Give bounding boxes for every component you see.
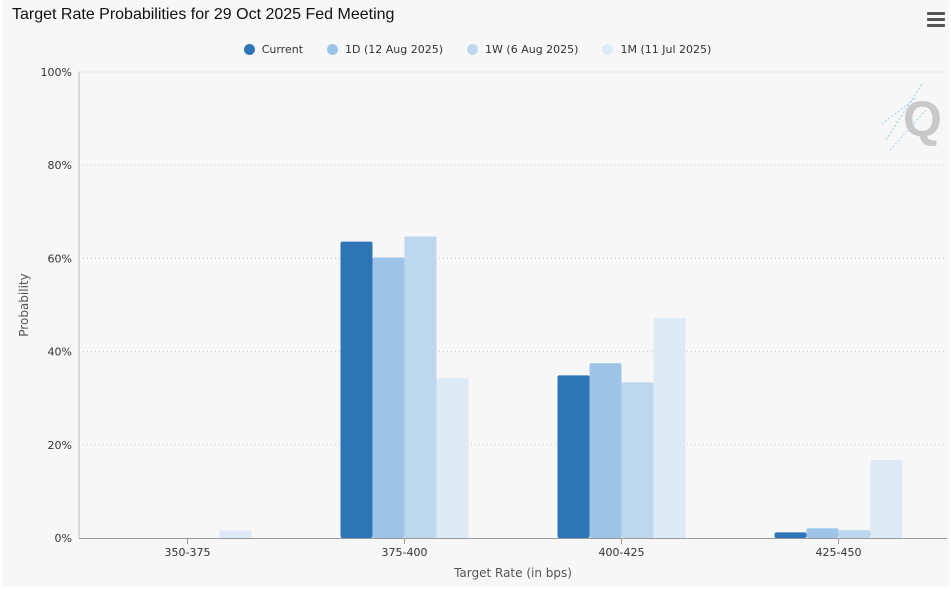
x-tick-label: 400-425 xyxy=(599,546,645,559)
axis-labels: 0% 20% 40% 60% 80% 100% 350-375 375-400 400-425 4… xyxy=(17,66,861,580)
legend-item[interactable]: 1W (6 Aug 2025) xyxy=(467,43,578,56)
legend-label: 1W (6 Aug 2025) xyxy=(485,43,579,56)
bars xyxy=(219,236,903,539)
bar[interactable] xyxy=(621,382,654,538)
axes xyxy=(78,72,947,544)
bar[interactable] xyxy=(404,236,437,539)
legend-label: 1D (12 Aug 2025) xyxy=(345,43,444,56)
x-axis-title: Target Rate (in bps) xyxy=(453,566,572,580)
bar[interactable] xyxy=(838,530,871,538)
legend-swatch xyxy=(602,44,614,55)
bar[interactable] xyxy=(774,532,807,538)
y-axis-title: Probability xyxy=(17,273,31,336)
y-tick-label: 100% xyxy=(41,66,72,79)
bar[interactable] xyxy=(870,460,903,538)
y-tick-label: 60% xyxy=(48,252,72,265)
legend-item[interactable]: 1D (12 Aug 2025) xyxy=(327,43,443,56)
bar[interactable] xyxy=(653,318,686,538)
y-tick-label: 20% xyxy=(48,439,72,452)
svg-text:Q: Q xyxy=(903,91,942,147)
grid-lines xyxy=(79,71,947,446)
q-logo-icon: Q xyxy=(881,83,942,151)
bar[interactable] xyxy=(436,378,469,538)
bar[interactable] xyxy=(557,375,590,538)
bar[interactable] xyxy=(219,530,252,538)
chart-legend: Current 1D (12 Aug 2025) 1W (6 Aug 2025) 1M… xyxy=(2,43,949,56)
y-tick-label: 80% xyxy=(48,159,72,172)
bar[interactable] xyxy=(589,363,622,538)
bar[interactable] xyxy=(372,257,405,538)
y-tick-label: 0% xyxy=(55,532,72,545)
x-tick-label: 375-400 xyxy=(382,546,428,559)
legend-swatch xyxy=(243,44,255,55)
x-tick-label: 350-375 xyxy=(165,546,211,559)
legend-item[interactable]: 1M (11 Jul 2025) xyxy=(602,43,711,56)
chart-title: Target Rate Probabilities for 29 Oct 202… xyxy=(12,6,395,23)
legend-swatch xyxy=(467,44,479,55)
bar[interactable] xyxy=(340,241,373,538)
legend-swatch xyxy=(327,44,339,55)
y-tick-label: 40% xyxy=(48,346,72,359)
bar[interactable] xyxy=(806,528,839,538)
x-tick-label: 425-450 xyxy=(816,546,862,559)
legend-item[interactable]: Current xyxy=(243,43,304,56)
hamburger-menu-icon[interactable] xyxy=(927,12,945,28)
legend-label: 1M (11 Jul 2025) xyxy=(620,43,712,56)
legend-label: Current xyxy=(261,43,304,56)
